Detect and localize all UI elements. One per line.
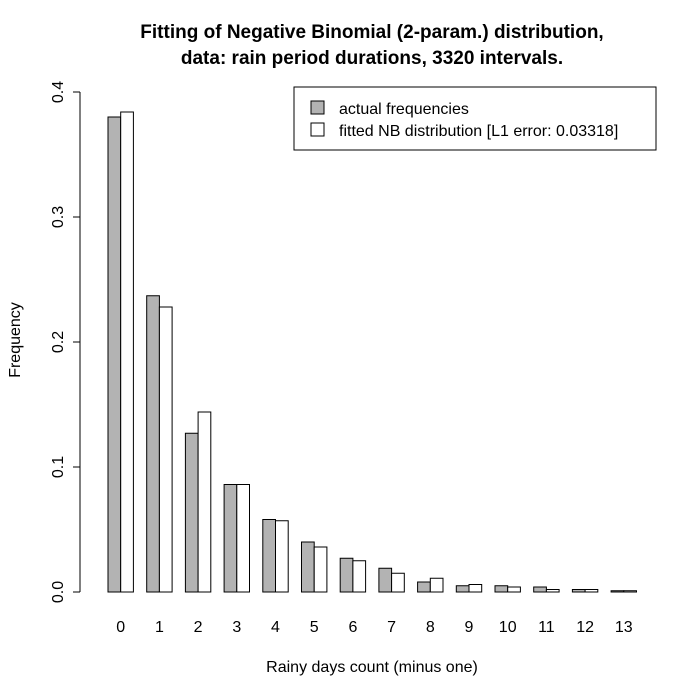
y-tick-label: 0.4 xyxy=(50,81,67,103)
y-axis-label: Frequency xyxy=(7,302,24,378)
bar-actual xyxy=(378,567,393,593)
bar-fitted xyxy=(623,590,637,593)
bar-actual xyxy=(610,590,625,593)
chart-title-line-1: Fitting of Negative Binomial (2-param.) … xyxy=(140,22,603,43)
bar-actual xyxy=(107,116,122,593)
bar-actual xyxy=(223,484,238,593)
x-tick-label: 10 xyxy=(499,619,517,636)
bar-fitted xyxy=(545,589,560,593)
bar-actual xyxy=(301,541,315,593)
x-tick-label: 4 xyxy=(271,619,280,636)
bar-fitted xyxy=(197,411,212,593)
legend-label-fitted: fitted NB distribution [L1 error: 0.0331… xyxy=(339,123,618,140)
x-tick-labels: 0 1 2 3 4 5 6 7 8 9 10 11 12 13 xyxy=(116,619,633,636)
bar-actual xyxy=(146,295,160,593)
bar-fitted xyxy=(236,484,251,593)
bar-fitted xyxy=(275,520,289,593)
x-axis-label: Rainy days count (minus one) xyxy=(266,659,478,676)
bar-fitted xyxy=(352,560,367,593)
y-tick-label: 0.3 xyxy=(50,206,67,228)
x-tick-label: 9 xyxy=(465,619,474,636)
bar-actual xyxy=(494,585,509,593)
x-tick-label: 2 xyxy=(194,619,203,636)
bars xyxy=(107,111,637,593)
bar-actual xyxy=(533,586,547,593)
bar-fitted xyxy=(468,584,483,593)
legend-box xyxy=(293,86,657,151)
x-tick-label: 1 xyxy=(155,619,164,636)
bar-actual xyxy=(417,581,431,593)
y-axis: 0.0 0.1 0.2 0.3 0.4 xyxy=(50,81,81,603)
legend-label-actual: actual frequencies xyxy=(339,101,469,118)
bar-actual xyxy=(571,589,586,593)
x-tick-label: 8 xyxy=(426,619,435,636)
x-tick-label: 6 xyxy=(348,619,357,636)
bar-actual xyxy=(262,519,276,593)
y-tick-label: 0.1 xyxy=(50,456,67,478)
bar-fitted xyxy=(584,589,599,593)
bar-fitted xyxy=(429,577,444,593)
x-tick-label: 0 xyxy=(116,619,125,636)
x-tick-label: 13 xyxy=(615,619,633,636)
bar-fitted xyxy=(313,546,328,593)
x-tick-label: 7 xyxy=(387,619,396,636)
x-tick-label: 3 xyxy=(232,619,241,636)
x-tick-label: 12 xyxy=(576,619,594,636)
legend-swatch-actual xyxy=(310,100,325,115)
bar-fitted xyxy=(507,586,521,593)
y-tick-label: 0.0 xyxy=(50,581,67,603)
chart-title-line-2: data: rain period durations, 3320 interv… xyxy=(181,48,563,69)
bar-fitted xyxy=(158,306,173,593)
bar-fitted xyxy=(120,111,134,593)
x-tick-label: 11 xyxy=(538,619,555,636)
x-tick-label: 5 xyxy=(310,619,319,636)
legend: actual frequencies fitted NB distributio… xyxy=(293,86,657,151)
y-tick-label: 0.2 xyxy=(50,331,67,353)
bar-actual xyxy=(455,585,470,593)
bar-actual xyxy=(184,432,199,593)
legend-swatch-fitted xyxy=(310,122,325,137)
bar-actual xyxy=(339,557,354,593)
bar-fitted xyxy=(391,572,405,593)
